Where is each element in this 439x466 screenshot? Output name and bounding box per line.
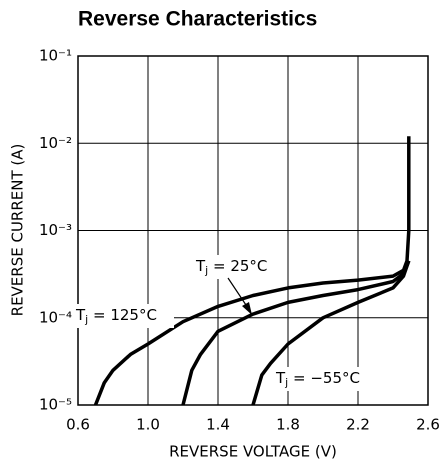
label-rest: = 125°C (88, 306, 157, 324)
label-sub: j (284, 376, 288, 389)
label-background (194, 255, 286, 279)
y-tick-label: 10⁻³ (39, 221, 72, 239)
curve-label: Tj = −55°C (275, 369, 360, 390)
x-tick-label: 0.6 (66, 416, 90, 434)
x-tick-label: 1.0 (136, 416, 160, 434)
arrow-head (242, 302, 252, 315)
y-tick-label: 10⁻⁴ (39, 308, 72, 326)
y-tick-label: 10⁻² (39, 134, 72, 152)
label-rest: = 25°C (208, 257, 267, 275)
label-main: T (275, 369, 286, 387)
curve-label: Tj = 125°C (75, 306, 157, 327)
chart-title: Reverse Characteristics (78, 8, 317, 31)
label-main: T (195, 257, 206, 275)
label-sub: j (204, 264, 208, 277)
curve (251, 260, 411, 406)
x-tick-label: 1.4 (206, 416, 230, 434)
x-tick-label: 1.8 (276, 416, 300, 434)
curve-label: Tj = 25°C (195, 257, 267, 278)
x-tick-label: 2.2 (346, 416, 370, 434)
label-sub: j (84, 313, 88, 326)
y-tick-label: 10⁻⁵ (39, 396, 72, 414)
x-tick-label: 2.6 (416, 416, 439, 434)
curve (181, 260, 411, 406)
y-axis-label: REVERSE CURRENT (A) (9, 144, 27, 317)
label-main: T (75, 306, 86, 324)
label-rest: = −55°C (288, 369, 360, 387)
x-axis-label: REVERSE VOLTAGE (V) (169, 443, 337, 461)
label-background (74, 304, 174, 328)
arrow-line (227, 277, 249, 309)
label-background (274, 367, 366, 391)
y-tick-label: 10⁻¹ (39, 47, 72, 65)
